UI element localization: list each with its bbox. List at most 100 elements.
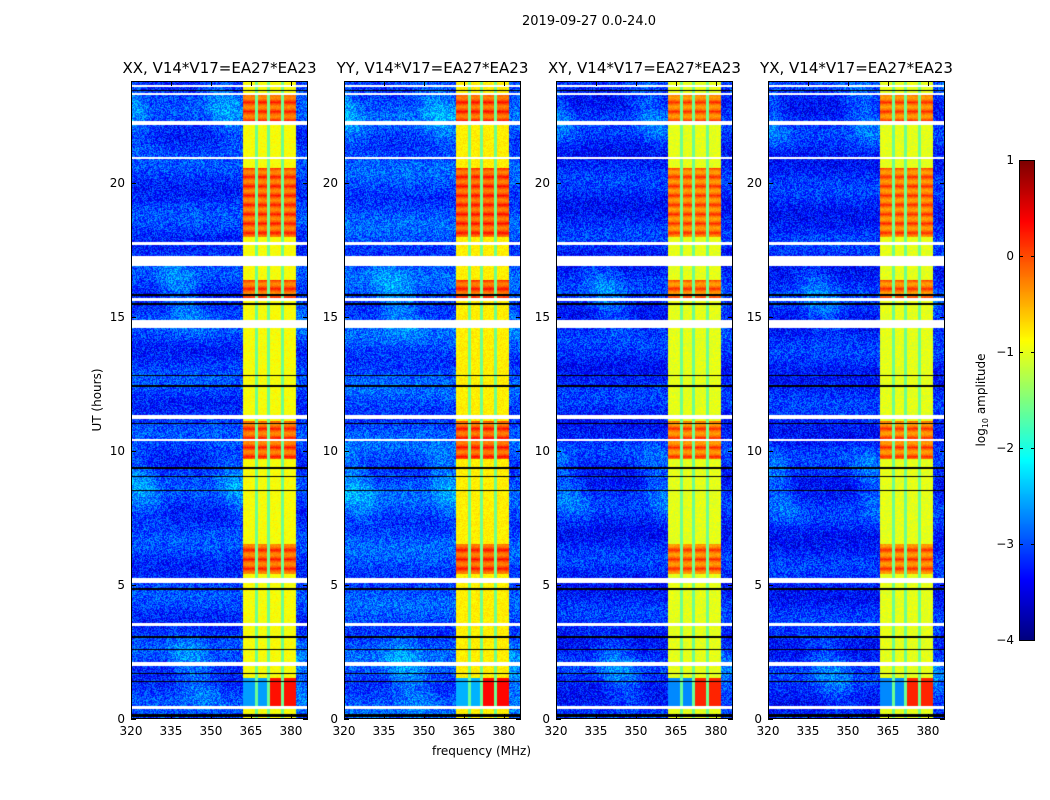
- y-tick-mark: [131, 584, 136, 586]
- x-tick-label: 350: [624, 724, 648, 738]
- x-tick-label: 365: [876, 724, 900, 738]
- x-tick-label: 380: [704, 724, 728, 738]
- y-tick-mark: [728, 450, 733, 452]
- colorbar-label-base: 10: [981, 417, 991, 429]
- y-tick-label: 10: [322, 443, 338, 458]
- y-tick-mark: [303, 719, 308, 720]
- panel-title: YY, V14*V17=EA27*EA23: [336, 59, 529, 77]
- x-tick-label: 335: [159, 724, 183, 738]
- heatmap-image: [557, 82, 732, 718]
- x-tick-mark: [847, 81, 849, 86]
- x-tick-mark: [170, 81, 172, 86]
- figure-title: 2019-09-27 0.0-24.0: [522, 14, 656, 29]
- y-tick-label: 0: [542, 712, 550, 726]
- y-tick-mark: [768, 719, 773, 720]
- x-tick-mark: [290, 81, 292, 86]
- colorbar-tick-label: 1: [1006, 153, 1014, 167]
- y-tick-mark: [556, 584, 561, 586]
- y-tick-mark: [768, 584, 773, 586]
- x-tick-mark: [344, 714, 345, 719]
- colorbar-tick-mark: [1019, 352, 1023, 353]
- y-tick-label: 15: [322, 309, 338, 324]
- y-tick-mark: [728, 316, 733, 318]
- y-tick-mark: [516, 719, 521, 720]
- x-tick-mark: [675, 714, 677, 719]
- panel-title: XX, V14*V17=EA27*EA23: [122, 59, 317, 77]
- y-tick-label: 10: [746, 443, 762, 458]
- x-tick-mark: [463, 714, 465, 719]
- x-tick-mark: [595, 81, 597, 86]
- y-tick-label: 20: [534, 175, 550, 190]
- x-tick-mark: [131, 81, 132, 86]
- x-tick-mark: [250, 714, 252, 719]
- x-tick-label: 380: [279, 724, 303, 738]
- colorbar-tick-label: −3: [996, 537, 1014, 551]
- x-tick-mark: [807, 714, 809, 719]
- colorbar-tick-mark: [1031, 448, 1035, 449]
- y-tick-label: 20: [109, 175, 125, 190]
- x-tick-mark: [503, 81, 505, 86]
- x-tick-mark: [556, 714, 557, 719]
- y-tick-mark: [556, 182, 561, 184]
- y-tick-mark: [516, 450, 521, 452]
- x-tick-label: 365: [452, 724, 476, 738]
- heatmap-image: [132, 82, 307, 718]
- x-tick-label: 335: [796, 724, 820, 738]
- colorbar-tick-label: −2: [996, 441, 1014, 455]
- colorbar-tick-mark: [1019, 160, 1023, 161]
- y-tick-mark: [728, 584, 733, 586]
- spectrogram-panel-xy: [556, 81, 733, 719]
- y-tick-mark: [556, 719, 561, 720]
- y-tick-mark: [303, 316, 308, 318]
- colorbar: [1019, 160, 1035, 641]
- y-tick-mark: [556, 316, 561, 318]
- heatmap-image: [345, 82, 520, 718]
- panel-title: XY, V14*V17=EA27*EA23: [548, 59, 741, 77]
- panel-title: YX, V14*V17=EA27*EA23: [760, 59, 953, 77]
- x-tick-mark: [383, 81, 385, 86]
- y-tick-label: 5: [754, 577, 762, 592]
- x-tick-label: 350: [412, 724, 436, 738]
- x-tick-mark: [344, 81, 345, 86]
- y-tick-mark: [131, 719, 136, 720]
- colorbar-label: log10 amplitude: [974, 354, 990, 447]
- spectrogram-panel-yx: [768, 81, 945, 719]
- spectrogram-panel-yy: [344, 81, 521, 719]
- y-tick-mark: [768, 316, 773, 318]
- y-tick-label: 20: [746, 175, 762, 190]
- y-tick-mark: [728, 182, 733, 184]
- y-tick-mark: [344, 450, 349, 452]
- x-tick-mark: [887, 81, 889, 86]
- colorbar-tick-mark: [1019, 640, 1023, 641]
- x-tick-mark: [170, 714, 172, 719]
- x-tick-mark: [383, 714, 385, 719]
- x-tick-label: 320: [756, 724, 780, 738]
- x-tick-mark: [131, 714, 132, 719]
- x-tick-mark: [887, 714, 889, 719]
- y-tick-mark: [344, 182, 349, 184]
- x-tick-mark: [768, 81, 769, 86]
- x-tick-label: 320: [332, 724, 356, 738]
- y-tick-mark: [728, 719, 733, 720]
- y-tick-mark: [344, 316, 349, 318]
- colorbar-tick-mark: [1031, 160, 1035, 161]
- spectrogram-panel-xx: [131, 81, 308, 719]
- y-tick-mark: [940, 182, 945, 184]
- y-tick-mark: [940, 316, 945, 318]
- heatmap-image: [769, 82, 944, 718]
- x-tick-mark: [423, 81, 425, 86]
- x-tick-mark: [715, 714, 717, 719]
- colorbar-tick-mark: [1019, 256, 1023, 257]
- colorbar-tick-mark: [1031, 544, 1035, 545]
- x-tick-mark: [927, 714, 929, 719]
- colorbar-label-text: amplitude: [973, 353, 988, 418]
- x-tick-label: 380: [916, 724, 940, 738]
- x-tick-label: 350: [199, 724, 223, 738]
- x-tick-label: 335: [372, 724, 396, 738]
- y-tick-label: 10: [109, 443, 125, 458]
- y-tick-mark: [516, 584, 521, 586]
- x-tick-mark: [210, 714, 212, 719]
- y-tick-mark: [344, 719, 349, 720]
- x-tick-label: 365: [239, 724, 263, 738]
- y-tick-label: 5: [117, 577, 125, 592]
